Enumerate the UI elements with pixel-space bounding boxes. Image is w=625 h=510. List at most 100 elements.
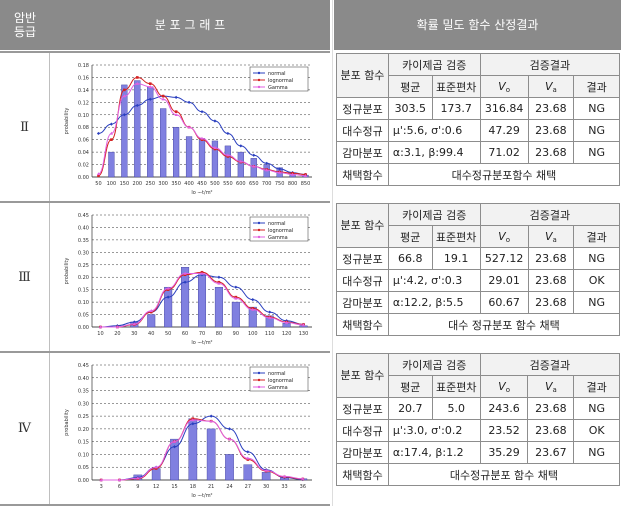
series-point: [109, 122, 114, 126]
y-tick-label: 0.05: [78, 465, 89, 471]
bar: [198, 138, 206, 178]
series-point: [265, 168, 269, 172]
x-tick-label: 300: [158, 181, 168, 187]
verify-header: 검증결과: [479, 203, 621, 226]
series-point: [161, 97, 165, 101]
grade-header: 암반 등급: [0, 0, 50, 50]
bar: [214, 286, 223, 328]
bar: [170, 438, 179, 481]
y-tick-label: 0.18: [78, 63, 89, 69]
series-point: [246, 450, 250, 454]
row-separator: [0, 201, 330, 203]
y-tick-label: 0.15: [78, 288, 89, 294]
series-point: [252, 164, 256, 168]
table-row: 채택함수 대수 정규분포 함수 채택: [336, 313, 621, 336]
bar: [164, 286, 173, 328]
bar: [181, 267, 190, 328]
bar: [173, 127, 180, 178]
select-header: 채택함수: [336, 313, 389, 336]
select-header: 채택함수: [336, 463, 389, 486]
y-tick-label: 0.10: [78, 113, 89, 119]
series-point: [96, 172, 101, 176]
series-point: [148, 97, 152, 101]
y-tick-label: 0.00: [78, 175, 89, 181]
x-tick-label: 21: [208, 484, 214, 490]
series-point: [217, 281, 221, 285]
y-tick-label: 0.25: [78, 263, 89, 269]
bar: [225, 454, 234, 481]
table-row: 대수정규 μ':4.2, σ':0.3 29.01 23.68 OK: [336, 269, 620, 292]
legend-label: normal: [268, 371, 286, 377]
y-tick-label: 0.40: [78, 225, 89, 231]
distribution-chart: 0.00 0.05 0.10 0.15 0.20 0.25 0.30 0.35 0.40 0.45…: [64, 213, 312, 346]
x-tick-label: 30: [131, 331, 137, 337]
y-tick-label: 0.02: [78, 163, 89, 169]
x-tick-label: 36: [300, 484, 306, 490]
series-point: [209, 414, 213, 418]
x-tick-label: 500: [210, 181, 220, 187]
y-tick-label: 0.10: [78, 300, 89, 306]
series-point: [149, 310, 153, 314]
legend-label: normal: [268, 71, 286, 77]
bar: [108, 151, 115, 178]
y-axis-label: probability: [64, 409, 70, 436]
x-axis-label: lo ᅮt/m²: [191, 340, 212, 346]
x-tick-label: 850: [301, 181, 311, 187]
y-tick-label: 0.14: [78, 88, 89, 94]
sd-header: 표준편차: [431, 75, 481, 98]
legend-label: Gamma: [268, 235, 288, 241]
x-tick-label: 90: [233, 331, 239, 337]
chi-header: 카이제곱 검증: [387, 53, 481, 76]
result-table-4: 분포 함수 카이제곱 검증 검증결과 평균 표준편차 Vo Va 결과 정규분포…: [336, 353, 621, 486]
x-tick-label: 600: [236, 181, 246, 187]
y-tick-label: 0.05: [78, 313, 89, 319]
series-point: [136, 476, 140, 480]
series-point: [301, 323, 306, 327]
x-axis-label: lo ᅮt/m²: [191, 493, 212, 499]
series-point: [183, 271, 187, 275]
va-header: Va: [527, 225, 575, 248]
y-tick-label: 0.00: [78, 325, 89, 331]
series-point: [226, 153, 230, 157]
x-tick-label: 10: [97, 331, 103, 337]
series-point: [110, 138, 113, 141]
x-tick-label: 50: [165, 331, 171, 337]
y-tick-label: 0.35: [78, 389, 89, 395]
grade-cell-3: Ⅲ: [0, 203, 50, 351]
series-point: [135, 103, 139, 108]
series-point: [200, 136, 204, 140]
series-point: [166, 286, 170, 290]
bar: [197, 274, 207, 328]
series-point: [209, 419, 213, 423]
y-tick-label: 0.35: [78, 238, 89, 244]
grade-cell-2: Ⅱ: [0, 53, 50, 201]
series-point: [278, 170, 282, 174]
x-tick-label: 27: [245, 484, 251, 490]
x-tick-label: 24: [226, 484, 232, 490]
x-tick-label: 350: [171, 181, 181, 187]
series-point: [187, 100, 191, 104]
legend-label: Gamma: [268, 385, 288, 391]
table-row: 채택함수 대수정규분포함수 채택: [336, 163, 621, 186]
series-point: [234, 285, 238, 289]
row-separator: [0, 351, 330, 353]
y-tick-label: 0.00: [78, 478, 89, 484]
series-point: [200, 138, 204, 141]
bar: [282, 323, 291, 328]
dist-func-header: 분포 함수: [336, 53, 389, 98]
distribution-chart: 0.00 0.05 0.10 0.15 0.20 0.25 0.30 0.35 0.40 0.45…: [64, 363, 312, 499]
x-tick-label: 18: [190, 484, 196, 490]
bar: [261, 472, 271, 481]
y-tick-label: 0.30: [78, 250, 89, 256]
series-point: [282, 474, 287, 478]
series-point: [227, 437, 232, 441]
legend-label: Gamma: [268, 85, 288, 91]
series-point: [123, 88, 126, 92]
series-point: [187, 125, 191, 129]
x-tick-label: 20: [114, 331, 120, 337]
bar: [231, 301, 240, 328]
x-tick-label: 550: [223, 181, 233, 187]
bar: [237, 151, 244, 178]
result-header: 확률 밀도 함수 산정결과: [334, 0, 621, 50]
x-tick-label: 80: [216, 331, 222, 337]
